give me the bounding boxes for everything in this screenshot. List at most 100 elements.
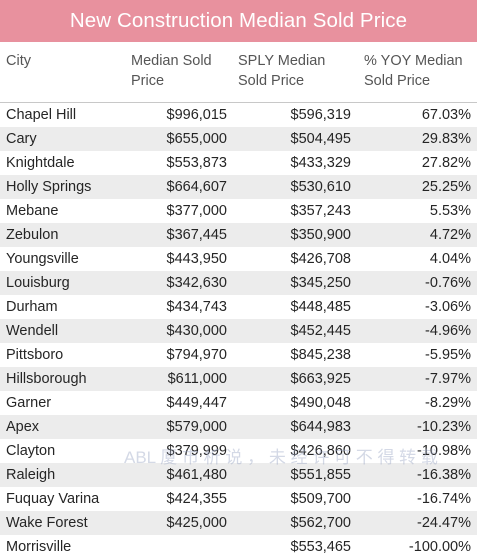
cell-city: Hillsborough (6, 371, 87, 387)
cell-sply-median-sold-price: $448,485 (290, 299, 351, 315)
table-header: City Median Sold Price SPLY Median Sold … (0, 42, 477, 103)
column-header-median-sold-price[interactable]: Median Sold Price (131, 51, 212, 91)
table-row[interactable]: Garner $449,447 $490,048 -8.29% (0, 391, 477, 415)
cell-sply-median-sold-price: $357,243 (290, 203, 351, 219)
table-row[interactable]: Apex $579,000 $644,983 -10.23% (0, 415, 477, 439)
cell-median-sold-price: $655,000 (166, 131, 227, 147)
table-row[interactable]: Wake Forest $425,000 $562,700 -24.47% (0, 511, 477, 535)
column-header-line: Price (131, 73, 165, 89)
table-row[interactable]: Hillsborough $611,000 $663,925 -7.97% (0, 367, 477, 391)
table-row[interactable]: Clayton $379,999 $426,860 -10.98% (0, 439, 477, 463)
cell-sply-median-sold-price: $845,238 (290, 347, 351, 363)
cell-city: Chapel Hill (6, 107, 77, 123)
table-row[interactable]: Chapel Hill $996,015 $596,319 67.03% (0, 103, 477, 127)
cell-sply-median-sold-price: $509,700 (290, 491, 351, 507)
cell-sply-median-sold-price: $350,900 (290, 227, 351, 243)
cell-city: Youngsville (6, 251, 79, 267)
column-header-yoy-median-sold-price[interactable]: % YOY Median Sold Price (364, 51, 463, 91)
table-row[interactable]: Pittsboro $794,970 $845,238 -5.95% (0, 343, 477, 367)
table-title: New Construction Median Sold Price (0, 0, 477, 42)
column-header-line: Sold Price (238, 73, 305, 89)
cell-median-sold-price: $379,999 (166, 443, 227, 459)
table-row[interactable]: Morrisville $553,465 -100.00% (0, 535, 477, 559)
table-row[interactable]: Cary $655,000 $504,495 29.83% (0, 127, 477, 151)
cell-median-sold-price: $425,000 (166, 515, 227, 531)
cell-sply-median-sold-price: $553,465 (290, 539, 351, 555)
column-header-line: % YOY Median (364, 53, 463, 69)
cell-median-sold-price: $461,480 (166, 467, 227, 483)
cell-yoy-median-sold-price: -16.38% (416, 467, 471, 483)
cell-sply-median-sold-price: $426,860 (290, 443, 351, 459)
cell-city: Knightdale (6, 155, 75, 171)
cell-sply-median-sold-price: $530,610 (290, 179, 351, 195)
cell-yoy-median-sold-price: 5.53% (429, 203, 471, 219)
cell-median-sold-price: $434,743 (166, 299, 227, 315)
cell-median-sold-price: $377,000 (166, 203, 227, 219)
cell-median-sold-price: $449,447 (166, 395, 227, 411)
cell-yoy-median-sold-price: 4.04% (429, 251, 471, 267)
cell-sply-median-sold-price: $663,925 (290, 371, 351, 387)
column-header-line: Sold Price (364, 73, 431, 89)
cell-yoy-median-sold-price: 27.82% (421, 155, 471, 171)
table-row[interactable]: Wendell $430,000 $452,445 -4.96% (0, 319, 477, 343)
cell-median-sold-price: $553,873 (166, 155, 227, 171)
cell-yoy-median-sold-price: -10.23% (416, 419, 471, 435)
cell-median-sold-price: $342,630 (166, 275, 227, 291)
table-row[interactable]: Zebulon $367,445 $350,900 4.72% (0, 223, 477, 247)
column-header-line: SPLY Median (238, 53, 326, 69)
column-header-line: City (6, 53, 31, 69)
table-row[interactable]: Youngsville $443,950 $426,708 4.04% (0, 247, 477, 271)
cell-median-sold-price: $611,000 (167, 371, 227, 387)
table-row[interactable]: Louisburg $342,630 $345,250 -0.76% (0, 271, 477, 295)
cell-yoy-median-sold-price: -5.95% (425, 347, 471, 363)
cell-yoy-median-sold-price: -100.00% (408, 539, 471, 555)
cell-city: Wake Forest (6, 515, 88, 531)
cell-median-sold-price: $664,607 (166, 179, 227, 195)
table-row[interactable]: Raleigh $461,480 $551,855 -16.38% (0, 463, 477, 487)
cell-city: Holly Springs (6, 179, 92, 195)
cell-sply-median-sold-price: $504,495 (290, 131, 351, 147)
cell-sply-median-sold-price: $596,319 (290, 107, 351, 123)
table-row[interactable]: Fuquay Varina $424,355 $509,700 -16.74% (0, 487, 477, 511)
cell-median-sold-price: $424,355 (166, 491, 227, 507)
cell-city: Clayton (6, 443, 56, 459)
cell-city: Mebane (6, 203, 59, 219)
cell-city: Cary (6, 131, 37, 147)
cell-sply-median-sold-price: $490,048 (290, 395, 351, 411)
cell-city: Apex (6, 419, 40, 435)
price-table: City Median Sold Price SPLY Median Sold … (0, 42, 477, 559)
cell-median-sold-price: $794,970 (166, 347, 227, 363)
cell-yoy-median-sold-price: -7.97% (425, 371, 471, 387)
cell-city: Louisburg (6, 275, 70, 291)
cell-yoy-median-sold-price: 25.25% (421, 179, 471, 195)
cell-city: Durham (6, 299, 58, 315)
table-row[interactable]: Mebane $377,000 $357,243 5.53% (0, 199, 477, 223)
cell-sply-median-sold-price: $426,708 (290, 251, 351, 267)
cell-yoy-median-sold-price: 67.03% (421, 107, 471, 123)
column-header-sply-median-sold-price[interactable]: SPLY Median Sold Price (238, 51, 325, 91)
cell-median-sold-price: $367,445 (166, 227, 227, 243)
cell-median-sold-price: $996,015 (166, 107, 227, 123)
cell-city: Pittsboro (6, 347, 64, 363)
cell-sply-median-sold-price: $551,855 (290, 467, 351, 483)
cell-sply-median-sold-price: $345,250 (290, 275, 351, 291)
cell-yoy-median-sold-price: -8.29% (425, 395, 471, 411)
cell-yoy-median-sold-price: -4.96% (425, 323, 471, 339)
table-body: Chapel Hill $996,015 $596,319 67.03% Cary $65… (0, 103, 477, 559)
cell-yoy-median-sold-price: -10.98% (416, 443, 471, 459)
table-row[interactable]: Holly Springs $664,607 $530,610 25.25% (0, 175, 477, 199)
cell-median-sold-price: $430,000 (166, 323, 227, 339)
cell-city: Raleigh (6, 467, 56, 483)
cell-city: Fuquay Varina (6, 491, 100, 507)
table-row[interactable]: Knightdale $553,873 $433,329 27.82% (0, 151, 477, 175)
cell-city: Wendell (6, 323, 59, 339)
cell-sply-median-sold-price: $433,329 (290, 155, 351, 171)
column-header-line: Median Sold (131, 53, 212, 69)
column-header-city[interactable]: City (6, 51, 31, 71)
cell-city: Garner (6, 395, 52, 411)
cell-yoy-median-sold-price: -3.06% (425, 299, 471, 315)
table-row[interactable]: Durham $434,743 $448,485 -3.06% (0, 295, 477, 319)
cell-city: Morrisville (6, 539, 72, 555)
cell-city: Zebulon (6, 227, 59, 243)
cell-yoy-median-sold-price: 4.72% (429, 227, 471, 243)
